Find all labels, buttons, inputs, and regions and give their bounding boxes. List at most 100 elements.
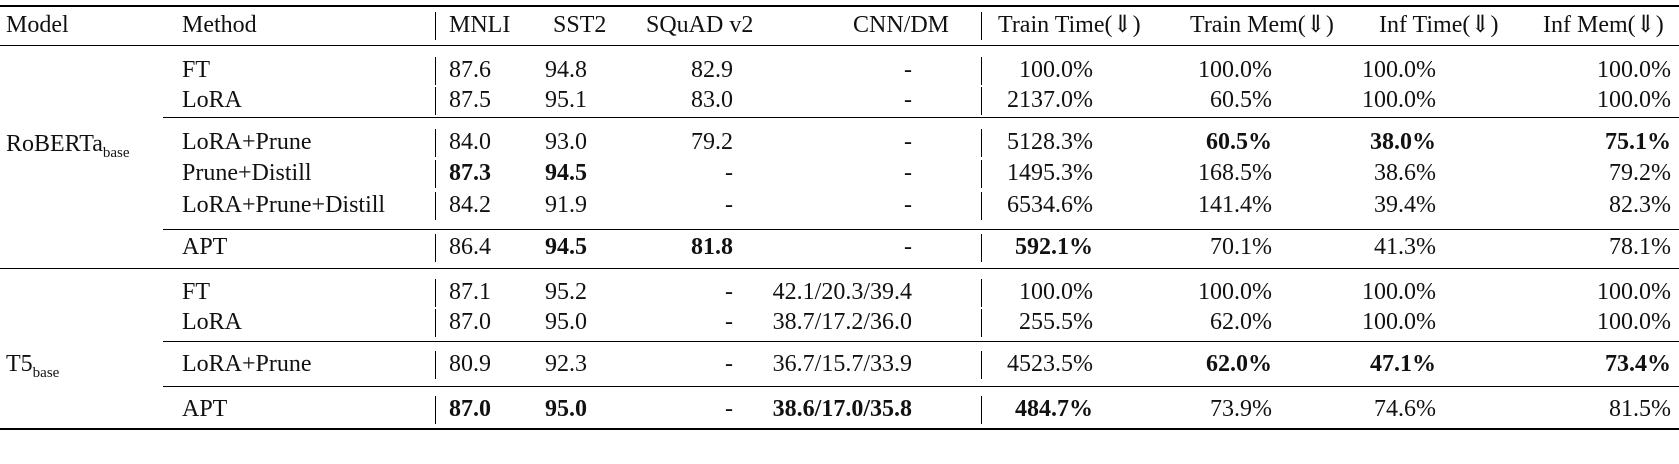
header-mnli: MNLI (449, 12, 511, 38)
cell-train-time: 255.5% (1019, 309, 1093, 335)
cell-train-time: 484.7% (1015, 396, 1093, 422)
cell-cnndm: - (904, 160, 912, 186)
cell-inf-time: 38.6% (1374, 160, 1436, 186)
top-rule (0, 5, 1679, 7)
cell-sst2: 94.8 (545, 57, 587, 83)
cell-mnli: 84.0 (449, 129, 491, 155)
cell-sst2: 91.9 (545, 192, 587, 218)
column-separator (435, 234, 436, 262)
column-separator (981, 192, 982, 220)
model-name: RoBERTa (6, 131, 103, 157)
cell-train-mem: 100.0% (1198, 279, 1272, 305)
cell-squad: - (725, 279, 733, 305)
cell-cnndm: - (904, 87, 912, 113)
cell-inf-time: 100.0% (1362, 87, 1436, 113)
cell-train-mem: 141.4% (1198, 192, 1272, 218)
cell-train-time: 592.1% (1015, 234, 1093, 260)
cell-inf-mem: 73.4% (1605, 351, 1671, 377)
cell-inf-mem: 82.3% (1609, 192, 1671, 218)
cell-train-time: 6534.6% (1007, 192, 1093, 218)
cell-train-time: 1495.3% (1007, 160, 1093, 186)
cell-squad: - (725, 351, 733, 377)
cell-squad: - (725, 160, 733, 186)
column-separator (435, 351, 436, 379)
header-cnndm: CNN/DM (853, 12, 950, 38)
cell-method: LoRA+Prune (182, 351, 312, 377)
header-inf-mem: Inf Mem(⇓) (1543, 12, 1664, 38)
cell-inf-time: 100.0% (1362, 279, 1436, 305)
cell-sst2: 95.2 (545, 279, 587, 305)
cell-sst2: 94.5 (545, 234, 587, 260)
model-label-roberta: RoBERTabase (6, 130, 130, 161)
cell-squad: 83.0 (691, 87, 733, 113)
cell-mnli: 87.5 (449, 87, 491, 113)
cell-inf-time: 41.3% (1374, 234, 1436, 260)
cell-cnndm: - (904, 57, 912, 83)
cell-inf-mem: 100.0% (1597, 279, 1671, 305)
model-label-t5: T5base (6, 350, 59, 381)
column-separator (981, 351, 982, 379)
cell-train-mem: 100.0% (1198, 57, 1272, 83)
cell-cnndm: - (904, 234, 912, 260)
cell-method: LoRA+Prune (182, 129, 312, 155)
cell-method: FT (182, 57, 211, 83)
subgroup-rule (163, 117, 1679, 118)
column-separator (981, 396, 982, 424)
cell-cnndm: - (904, 129, 912, 155)
cell-train-time: 2137.0% (1007, 87, 1093, 113)
column-separator (981, 129, 982, 157)
column-separator (981, 87, 982, 115)
cell-inf-mem: 79.2% (1609, 160, 1671, 186)
cell-inf-mem: 81.5% (1609, 396, 1671, 422)
column-separator (435, 192, 436, 220)
cell-sst2: 95.0 (545, 309, 587, 335)
cell-inf-time: 39.4% (1374, 192, 1436, 218)
cell-mnli: 87.0 (449, 309, 491, 335)
cell-cnndm: 42.1/20.3/39.4 (772, 279, 912, 305)
cell-mnli: 87.3 (449, 160, 491, 186)
cell-inf-mem: 100.0% (1597, 309, 1671, 335)
cell-inf-mem: 75.1% (1605, 129, 1671, 155)
cell-cnndm: 38.7/17.2/36.0 (772, 309, 912, 335)
cell-train-mem: 62.0% (1210, 309, 1272, 335)
column-separator (435, 57, 436, 85)
cell-train-time: 100.0% (1019, 279, 1093, 305)
cell-sst2: 95.1 (545, 87, 587, 113)
header-sst2: SST2 (553, 12, 607, 38)
column-separator (981, 309, 982, 337)
cell-sst2: 92.3 (545, 351, 587, 377)
cell-inf-time: 38.0% (1370, 129, 1436, 155)
model-subscript: base (102, 145, 130, 161)
cell-cnndm: 38.6/17.0/35.8 (772, 396, 912, 422)
header-separator (435, 12, 436, 40)
column-separator (435, 279, 436, 307)
cell-cnndm: - (904, 192, 912, 218)
cell-squad: - (725, 396, 733, 422)
cell-method: LoRA+Prune+Distill (182, 192, 386, 218)
column-separator (981, 160, 982, 188)
cell-train-time: 4523.5% (1007, 351, 1093, 377)
cell-inf-time: 47.1% (1370, 351, 1436, 377)
column-separator (435, 129, 436, 157)
header-inf-time: Inf Time(⇓) (1379, 12, 1499, 38)
cell-sst2: 93.0 (545, 129, 587, 155)
cell-train-mem: 62.0% (1206, 351, 1272, 377)
cell-train-mem: 70.1% (1210, 234, 1272, 260)
header-rule (0, 45, 1679, 46)
cell-train-mem: 60.5% (1206, 129, 1272, 155)
cell-mnli: 87.0 (449, 396, 491, 422)
header-method: Method (182, 12, 257, 38)
column-separator (981, 234, 982, 262)
subgroup-rule (163, 386, 1679, 387)
subgroup-rule (163, 341, 1679, 342)
cell-method: APT (182, 234, 228, 260)
column-separator (435, 87, 436, 115)
cell-mnli: 87.6 (449, 57, 491, 83)
cell-mnli: 80.9 (449, 351, 491, 377)
cell-inf-time: 100.0% (1362, 309, 1436, 335)
cell-method: LoRA (182, 87, 242, 113)
cell-train-mem: 60.5% (1210, 87, 1272, 113)
model-name: T5 (6, 351, 33, 377)
cell-inf-mem: 78.1% (1609, 234, 1671, 260)
